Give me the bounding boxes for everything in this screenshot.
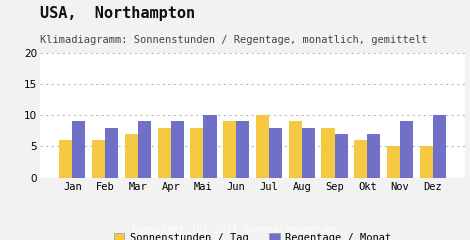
Bar	[171, 121, 184, 178]
Bar	[157, 128, 171, 178]
Bar	[236, 121, 250, 178]
Bar	[387, 146, 400, 178]
Text: Klimadiagramm: Sonnenstunden / Regentage, monatlich, gemittelt: Klimadiagramm: Sonnenstunden / Regentage…	[40, 35, 427, 45]
Bar	[335, 134, 348, 178]
Bar	[105, 128, 118, 178]
Bar	[59, 140, 72, 178]
Bar	[289, 121, 302, 178]
Bar	[256, 115, 269, 178]
Bar	[223, 121, 236, 178]
Bar	[302, 128, 315, 178]
Text: Copyright (C) 2011 sonnenlaender.de: Copyright (C) 2011 sonnenlaender.de	[132, 225, 338, 235]
Bar	[433, 115, 446, 178]
Bar	[204, 115, 217, 178]
Bar	[321, 128, 335, 178]
Bar	[92, 140, 105, 178]
Legend: Sonnenstunden / Tag, Regentage / Monat: Sonnenstunden / Tag, Regentage / Monat	[110, 229, 395, 240]
Bar	[354, 140, 368, 178]
Bar	[138, 121, 151, 178]
Bar	[125, 134, 138, 178]
Bar	[190, 128, 204, 178]
Bar	[269, 128, 282, 178]
Bar	[420, 146, 433, 178]
Text: USA,  Northampton: USA, Northampton	[40, 6, 195, 21]
Bar	[72, 121, 86, 178]
Bar	[400, 121, 413, 178]
Bar	[368, 134, 380, 178]
